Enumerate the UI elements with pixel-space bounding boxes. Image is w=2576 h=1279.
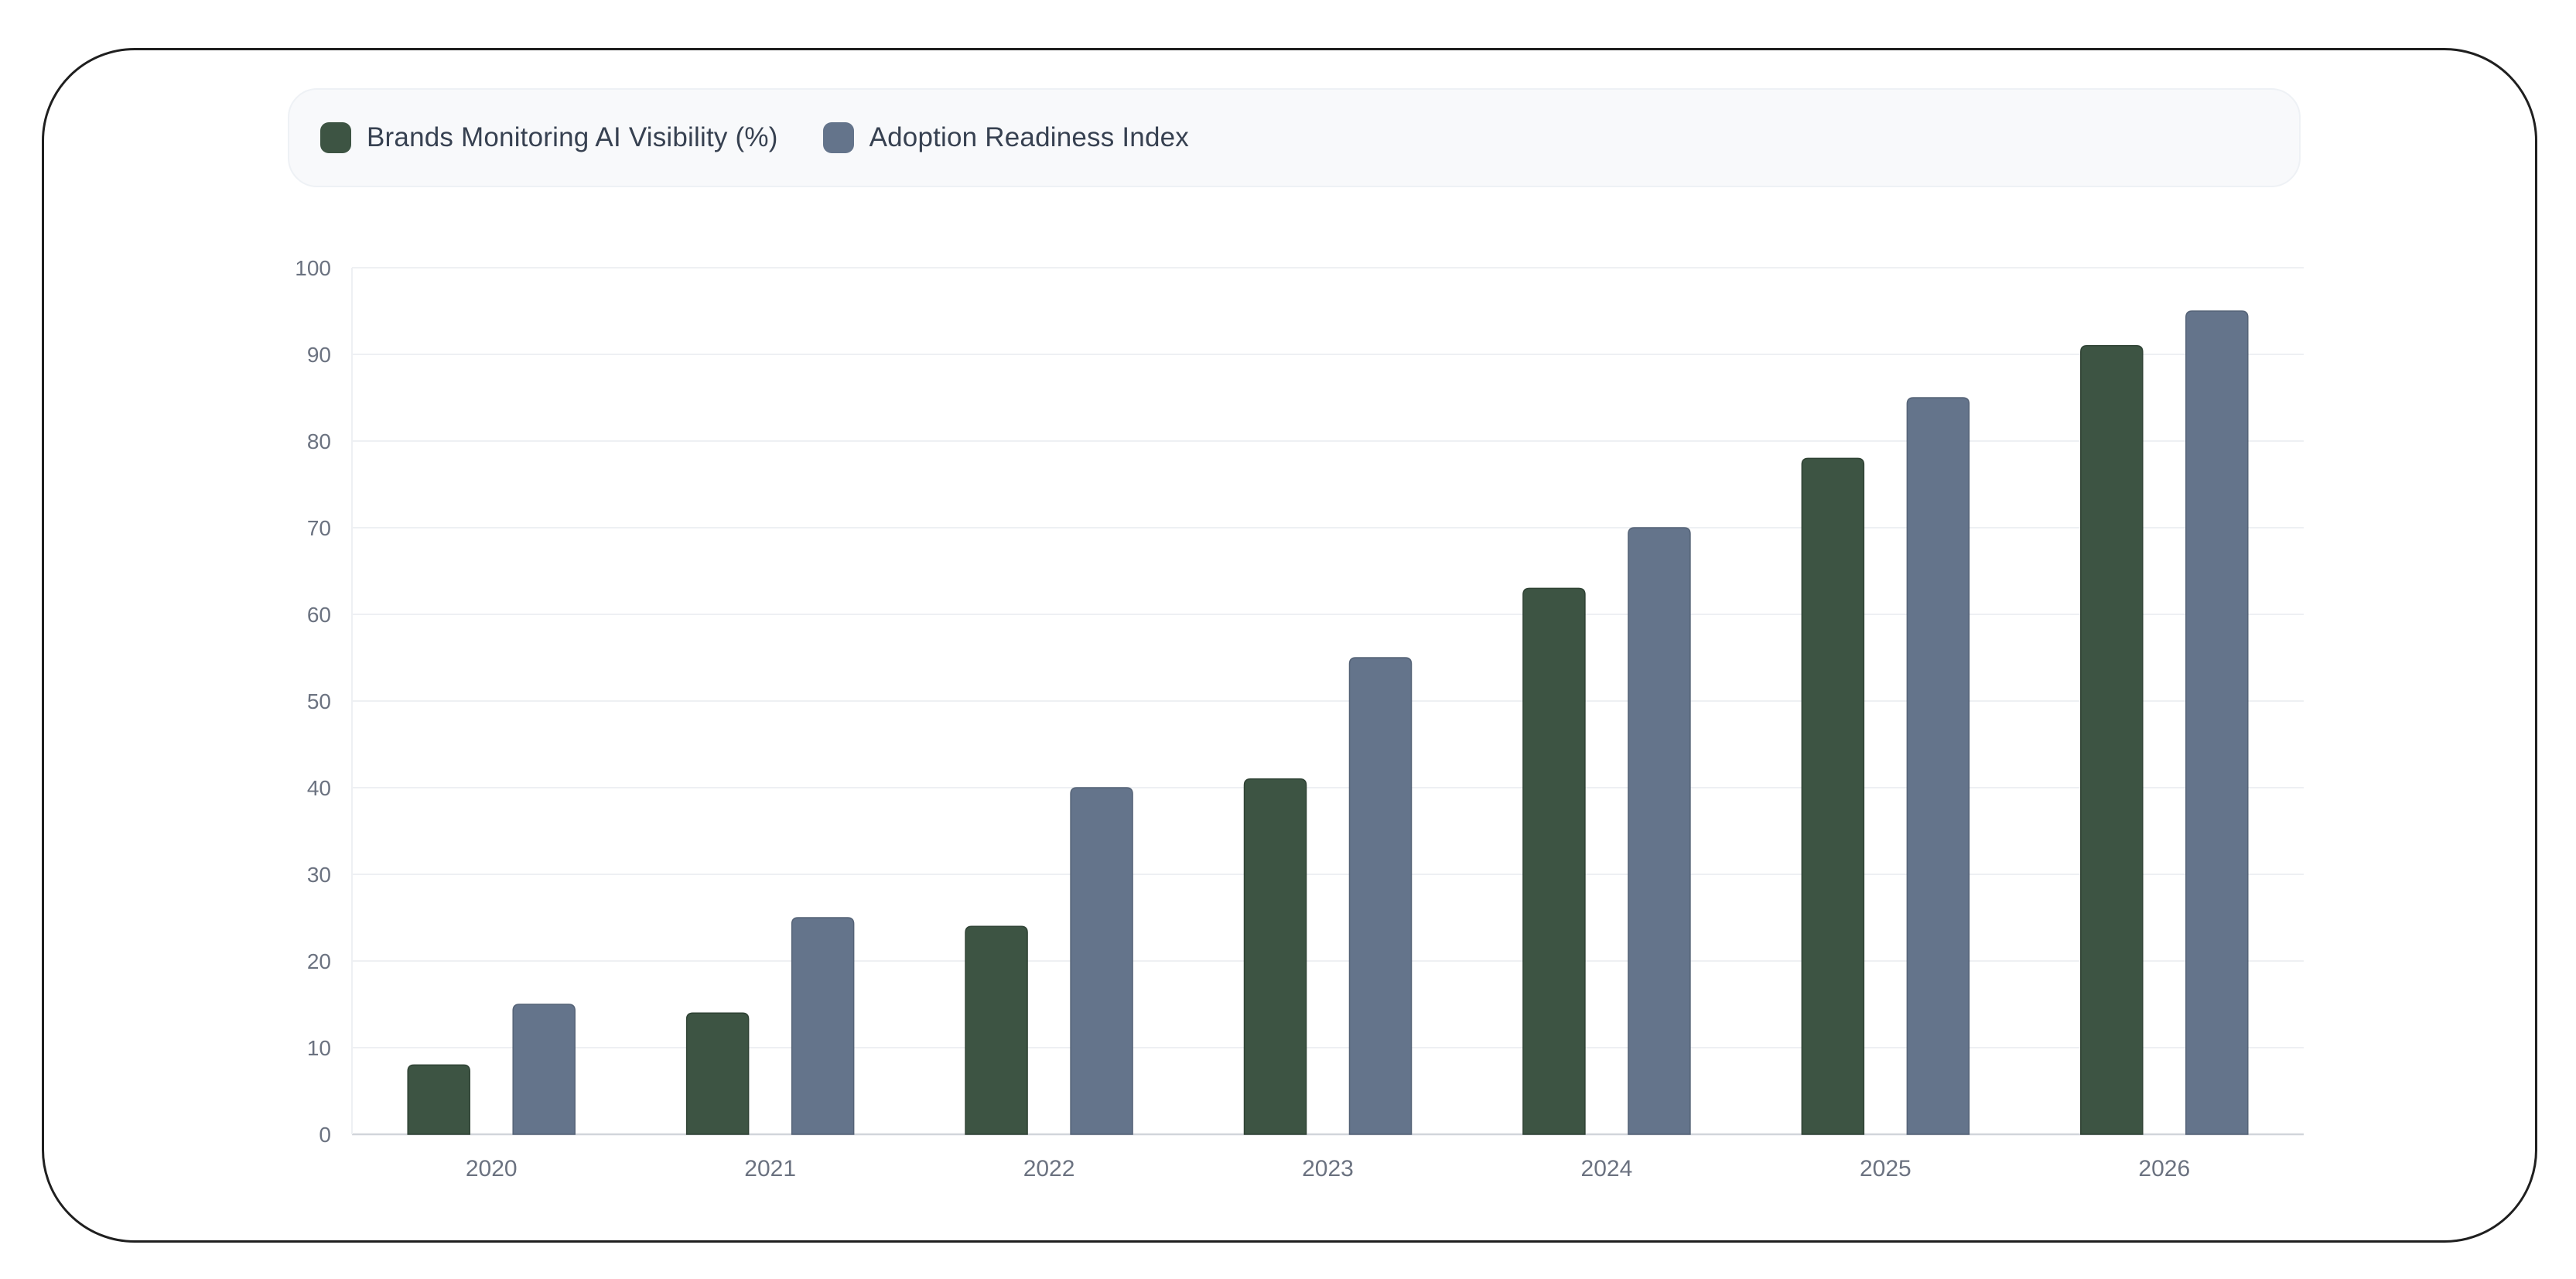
x-tick-label: 2025 [1860, 1156, 1912, 1182]
y-tick-label: 80 [307, 429, 331, 453]
grid-lines [351, 267, 2304, 1136]
y-tick-label: 10 [307, 1036, 331, 1060]
x-axis: 2020 2021 2022 2023 2024 2025 2026 [466, 1156, 2190, 1182]
y-tick-label: 30 [307, 863, 331, 887]
legend-swatch-adoption-readiness [822, 122, 854, 153]
y-tick-label: 20 [307, 949, 331, 973]
bar-series [407, 310, 2249, 1135]
bar-brands-monitoring-2020[interactable] [407, 1064, 470, 1135]
y-tick-label: 70 [307, 516, 331, 540]
x-tick-label: 2020 [466, 1156, 518, 1182]
legend-label-brands-monitoring: Brands Monitoring AI Visibility (%) [367, 122, 778, 152]
bar-adoption-readiness-2024[interactable] [1628, 527, 1691, 1135]
y-tick-label: 50 [307, 689, 331, 713]
y-tick-label: 60 [307, 603, 331, 627]
bar-brands-monitoring-2023[interactable] [1243, 778, 1307, 1135]
legend-item-brands-monitoring[interactable]: Brands Monitoring AI Visibility (%) [320, 122, 778, 153]
y-axis: 0 10 20 30 40 50 60 70 80 90 100 [295, 256, 331, 1147]
bar-brands-monitoring-2021[interactable] [685, 1012, 750, 1135]
bar-adoption-readiness-2023[interactable] [1348, 657, 1413, 1135]
bar-adoption-readiness-2021[interactable] [791, 917, 855, 1135]
y-tick-label: 0 [319, 1123, 331, 1147]
legend-label-adoption-readiness: Adoption Readiness Index [869, 122, 1189, 152]
y-tick-label: 90 [307, 343, 331, 367]
x-tick-label: 2021 [744, 1156, 796, 1182]
bar-adoption-readiness-2026[interactable] [2185, 310, 2249, 1135]
bar-brands-monitoring-2024[interactable] [1522, 587, 1586, 1135]
x-tick-label: 2022 [1023, 1156, 1075, 1182]
bar-adoption-readiness-2020[interactable] [512, 1004, 576, 1135]
y-tick-label: 100 [295, 256, 331, 280]
y-tick-label: 40 [307, 776, 331, 800]
legend-swatch-brands-monitoring [320, 122, 351, 153]
bar-brands-monitoring-2026[interactable] [2080, 345, 2144, 1135]
x-tick-label: 2026 [2138, 1156, 2190, 1182]
x-tick-label: 2024 [1581, 1156, 1633, 1182]
bar-brands-monitoring-2022[interactable] [965, 925, 1028, 1135]
bar-adoption-readiness-2022[interactable] [1070, 787, 1133, 1135]
bar-adoption-readiness-2025[interactable] [1906, 397, 1970, 1135]
chart-legend: Brands Monitoring AI Visibility (%) Adop… [288, 88, 2301, 187]
x-tick-label: 2023 [1302, 1156, 1354, 1182]
bar-brands-monitoring-2025[interactable] [1801, 457, 1865, 1135]
legend-item-adoption-readiness[interactable]: Adoption Readiness Index [822, 122, 1189, 153]
